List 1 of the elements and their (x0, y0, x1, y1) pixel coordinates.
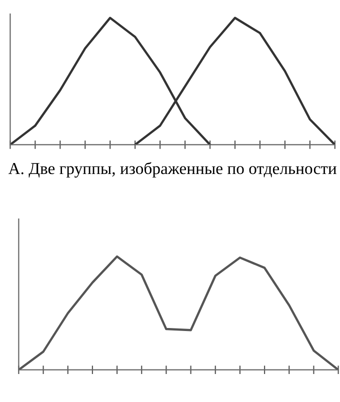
x-axis-title: А. Две группы, изображенные по отдельности (8, 162, 336, 178)
